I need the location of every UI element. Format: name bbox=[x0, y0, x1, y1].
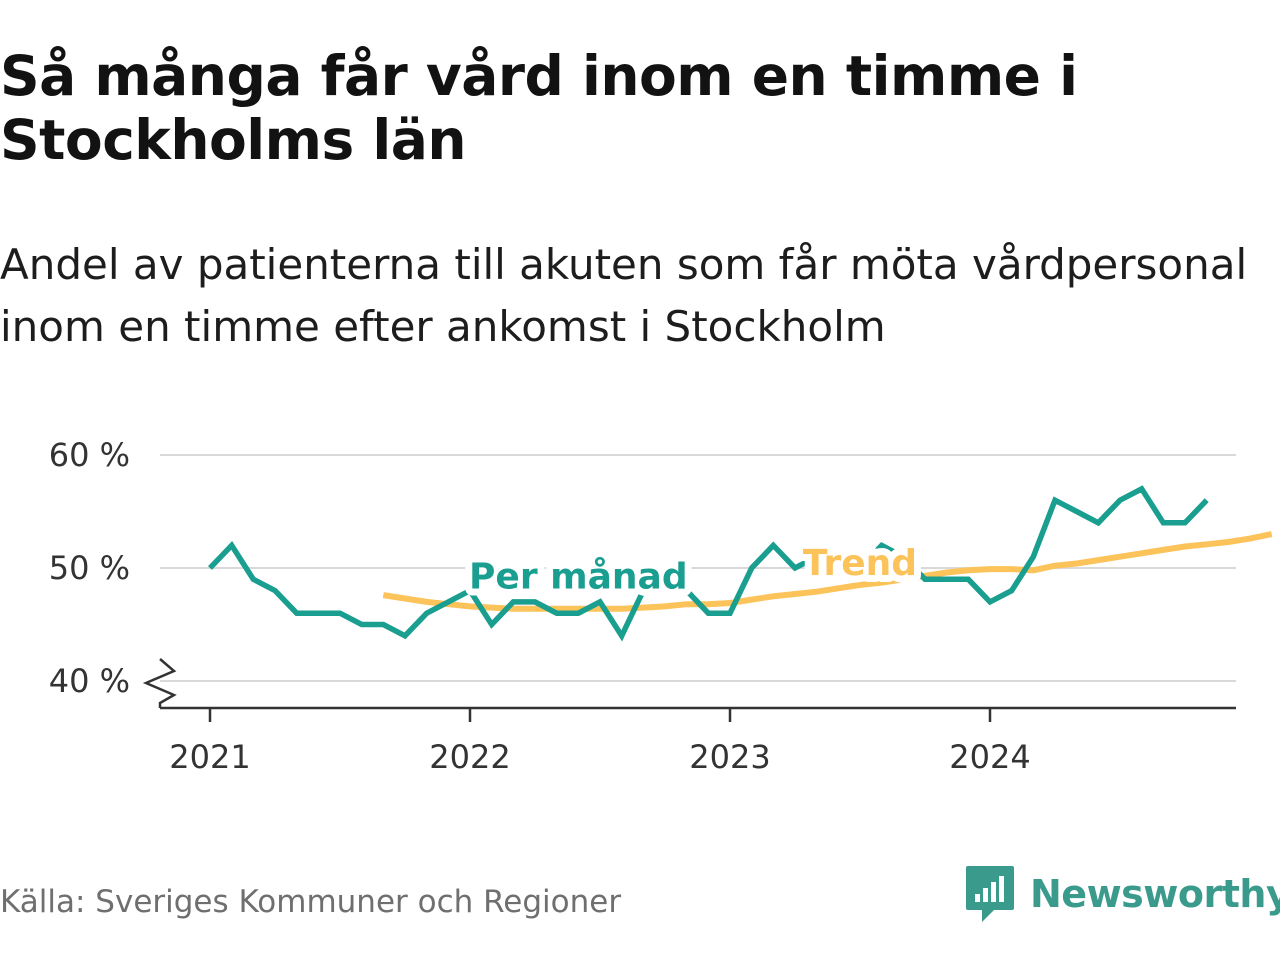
brand-logo[interactable]: Newsworthy bbox=[964, 862, 1280, 926]
annotation-halo-per-m-nad: Per månad bbox=[469, 556, 688, 597]
x-tick-label-2023: 2023 bbox=[689, 738, 770, 776]
y-tick-label-50: 50 % bbox=[49, 549, 130, 587]
x-tick-label-2021: 2021 bbox=[169, 738, 250, 776]
axes: 40 % 50 % 60 % 2021 2022 2023 2024 bbox=[49, 436, 1236, 776]
annotation-label-trend: Trend bbox=[803, 543, 917, 584]
x-tick-label-2022: 2022 bbox=[429, 738, 510, 776]
chart-title: Så många får vård inom en timme i Stockh… bbox=[0, 44, 1078, 172]
series-line-per-m-nad bbox=[208, 485, 1209, 642]
source-note: Källa: Sveriges Kommuner och Regioner bbox=[0, 884, 622, 920]
line-chart: 40 %50 %60 %2021 2022 2023 2024 Per månadPe… bbox=[49, 436, 1273, 776]
gridlines bbox=[160, 454, 1236, 682]
y-axis-break-icon bbox=[142, 658, 177, 708]
series bbox=[208, 485, 1273, 642]
newsworthy-logo-icon bbox=[966, 866, 1014, 922]
annotation-label-per-m-nad: Per månad bbox=[469, 556, 688, 597]
annotation-halo-trend: Trend bbox=[803, 543, 917, 584]
y-tick-label-60: 60 % bbox=[49, 436, 130, 474]
x-tick-label-2024: 2024 bbox=[949, 738, 1030, 776]
series-line-trend bbox=[382, 531, 1273, 612]
brand-name: Newsworthy bbox=[1030, 872, 1280, 916]
chart-subtitle: Andel av patienterna till akuten som får… bbox=[0, 240, 1248, 351]
y-tick-label-40: 40 % bbox=[49, 662, 130, 700]
